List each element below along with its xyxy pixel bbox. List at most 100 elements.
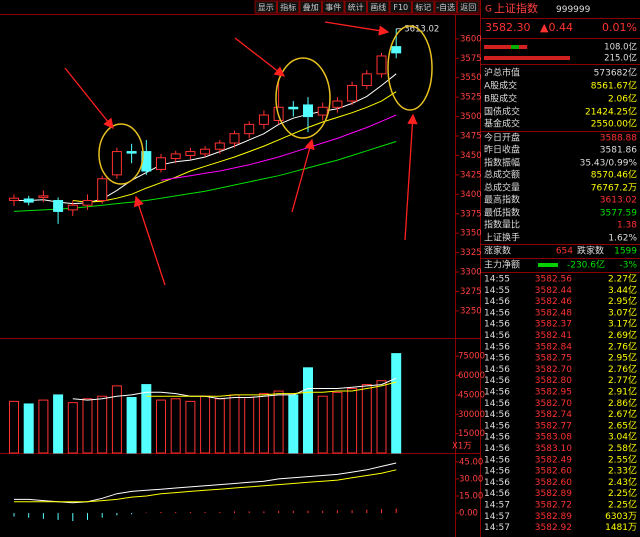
stat-label: 指数量比 <box>484 219 520 231</box>
toolbar-button <box>322 0 345 14</box>
tick-time: 14:57 <box>484 501 510 511</box>
volume-bar <box>244 397 255 454</box>
tick-price: 3582.70 <box>535 399 572 409</box>
toolbar-button <box>277 0 300 14</box>
toolbar-button <box>412 0 435 14</box>
y-tick-label: 3525 <box>460 93 482 103</box>
stat-value: 21424.25亿 <box>585 106 637 118</box>
volume-bar <box>347 387 358 454</box>
tick-time: 14:56 <box>484 467 510 477</box>
indicator-line <box>146 381 397 397</box>
tick-price: 3582.41 <box>535 331 572 341</box>
tick-volume: 2.69亿 <box>608 329 637 341</box>
y-tick-label: 45000 <box>458 390 485 400</box>
indicator-line <box>14 469 397 503</box>
change-pct: 0.01% <box>602 21 637 34</box>
tick-volume: 2.25亿 <box>608 487 637 499</box>
tick-price: 3582.84 <box>535 342 572 352</box>
volume-bar <box>170 398 181 454</box>
toolbar-button <box>344 0 367 14</box>
toolbar-button-label: 画线 <box>370 2 386 12</box>
stat-value: 1.38 <box>617 221 637 231</box>
toolbar-button <box>299 0 322 14</box>
candle-body <box>53 200 64 212</box>
toolbar-button-label: 事件 <box>325 2 341 12</box>
y-tick-label: 75000 <box>458 352 485 362</box>
volume-bar <box>376 380 387 454</box>
candle-body <box>23 198 34 203</box>
y-tick-label: 3350 <box>460 229 482 239</box>
tick-time: 14:56 <box>484 433 510 443</box>
tick-volume: 3.17亿 <box>608 318 637 330</box>
toolbar-button-label: 统计 <box>348 2 364 12</box>
candle-body <box>126 151 137 154</box>
flow-net-pct: -3% <box>619 261 637 271</box>
toolbar-button <box>389 0 412 14</box>
annotations <box>64 21 433 286</box>
tick-time: 14:56 <box>484 376 510 386</box>
volume-bar <box>126 397 137 454</box>
tick-time: 14:56 <box>484 320 510 330</box>
toolbar-button-label: 显示 <box>258 3 274 12</box>
y-tick-label: 3450 <box>460 151 482 161</box>
flow-label: 215.0亿 <box>604 53 637 64</box>
tick-time: 14:56 <box>484 489 510 499</box>
volume-bar <box>38 399 49 454</box>
volume-bar <box>156 399 166 454</box>
stat-label: 今日开盘 <box>484 132 520 144</box>
tick-volume: 3.07亿 <box>608 306 637 318</box>
index-code: 999999 <box>556 5 591 15</box>
tick-time: 14:55 <box>484 275 510 285</box>
stat-value: 35.43/0.99% <box>580 159 638 169</box>
tick-volume: 2.33亿 <box>608 465 637 477</box>
volume-bar <box>82 398 93 454</box>
y-tick-label: 3425 <box>460 170 482 180</box>
tick-price: 3582.72 <box>535 501 572 511</box>
flow-bar <box>484 45 528 49</box>
y-tick-label: 3475 <box>460 132 482 142</box>
tick-time: 14:55 <box>484 286 510 296</box>
volume-bar <box>53 394 64 454</box>
candle-body <box>82 200 93 206</box>
tick-volume: 2.58亿 <box>608 442 637 454</box>
stat-label: 指数振幅 <box>484 157 520 169</box>
tick-price: 3582.60 <box>535 478 572 488</box>
candle-body <box>67 204 78 211</box>
y-tick-label: 3325 <box>460 248 482 258</box>
tick-volume: 2.25亿 <box>608 499 637 511</box>
volume-bar <box>273 390 284 454</box>
candle-body <box>303 104 313 118</box>
y-tick-label: 3300 <box>460 268 482 278</box>
volume-bar <box>229 394 240 454</box>
stat-label: 国债成交 <box>484 106 520 118</box>
stat-label: A股成交 <box>484 80 517 92</box>
volume-bar <box>258 393 269 454</box>
candle-body <box>97 178 108 202</box>
tick-time: 14:56 <box>484 297 510 307</box>
candle-body <box>244 123 255 135</box>
candle-body <box>229 133 240 144</box>
stat-value: 8570.46亿 <box>591 169 637 181</box>
y-tick-label: 0.00 <box>459 509 478 519</box>
y-tick-label: 3400 <box>460 190 482 200</box>
tick-price: 3582.48 <box>535 308 572 318</box>
candle-body <box>332 100 343 108</box>
tick-price: 3582.37 <box>535 320 572 330</box>
tick-volume: 6303万 <box>605 512 637 522</box>
tick-price: 3582.80 <box>535 376 572 386</box>
stat-value: 3581.86 <box>600 146 637 156</box>
flow-net-bar <box>538 263 558 267</box>
flow-label: 108.0亿 <box>604 42 637 53</box>
y-tick-label: 60000 <box>458 371 485 381</box>
volume-bar <box>303 367 313 454</box>
tick-volume: 2.77亿 <box>608 374 637 386</box>
candle-body <box>200 148 211 155</box>
candle-body <box>185 151 196 156</box>
toolbar-button-label: -自选 <box>436 2 455 12</box>
stat-label: 总成交额 <box>484 169 520 181</box>
tick-price: 3582.60 <box>535 467 572 477</box>
tick-volume: 2.55亿 <box>608 453 637 465</box>
y-tick-label: 45.00 <box>459 457 483 467</box>
